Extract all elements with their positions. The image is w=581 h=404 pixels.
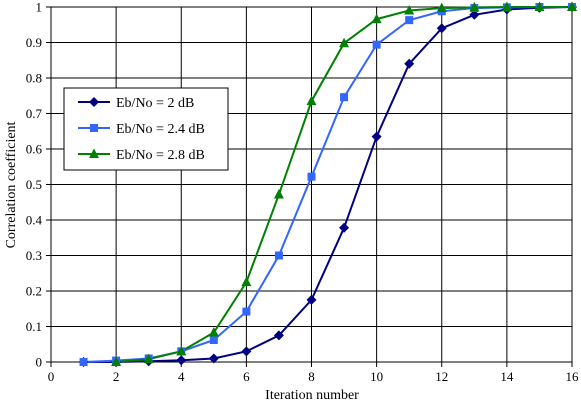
x-tick-label: 4 (178, 369, 185, 384)
series-1-point (273, 330, 284, 341)
series-1-point (306, 294, 317, 305)
series-2-point (340, 93, 349, 102)
y-axis-ticks: 0 0.1 0.2 0.3 0.4 0.5 0.6 0.7 0.8 0.9 1 (26, 0, 51, 370)
y-tick-label: 0.3 (26, 248, 42, 263)
series-2-point (405, 16, 414, 25)
x-tick-label: 10 (370, 369, 383, 384)
y-tick-label: 0.7 (26, 106, 43, 121)
legend-marker-1 (89, 97, 99, 107)
legend: Eb/No = 2 dB Eb/No = 2.4 dB Eb/No = 2.8 dB (63, 87, 229, 171)
series-3-point (436, 2, 447, 13)
series-2-point (209, 335, 218, 344)
series-line-1 (83, 6, 573, 363)
series-1-point (241, 346, 252, 357)
series-2-point (372, 40, 381, 49)
series-1-point (208, 353, 219, 364)
series-3-point (143, 353, 154, 364)
series-2-point (274, 251, 283, 260)
y-tick-label: 0.1 (26, 319, 42, 334)
x-tick-label: 14 (500, 369, 514, 384)
series-2-point (79, 358, 88, 366)
x-tick-label: 8 (308, 369, 315, 384)
legend-label-2: Eb/No = 2.4 dB (116, 122, 205, 137)
legend-marker-3 (89, 148, 99, 158)
series-3-point (567, 1, 577, 11)
series-1-point (176, 355, 187, 366)
legend-marker-2 (90, 124, 98, 132)
series-3-point (273, 188, 284, 199)
series-1-point (371, 131, 382, 142)
legend-label-1: Eb/No = 2 dB (116, 96, 194, 111)
x-tick-label: 16 (566, 369, 580, 384)
y-tick-label: 0.2 (26, 284, 42, 299)
x-tick-label: 2 (113, 369, 120, 384)
y-tick-label: 0 (36, 355, 43, 370)
y-tick-label: 0.6 (26, 142, 43, 157)
series-3-point (469, 1, 480, 12)
series-1-point (404, 58, 415, 69)
y-tick-label: 0.5 (26, 177, 42, 192)
series-3-point (111, 356, 122, 366)
series-markers (78, 1, 577, 367)
series-2-point (307, 172, 316, 181)
y-axis-title: Correlation coefficient (4, 121, 19, 248)
series-3-point (306, 95, 317, 106)
series-3-point (208, 327, 219, 337)
x-axis-ticks: 0 2 4 6 8 10 12 14 16 (48, 362, 579, 384)
series-1-point (469, 9, 480, 20)
grid-lines (50, 6, 573, 363)
x-axis-title: Iteration number (265, 388, 359, 403)
y-tick-label: 1 (36, 0, 43, 15)
series-2-point (242, 307, 251, 316)
y-tick-label: 0.4 (26, 213, 43, 228)
x-tick-label: 0 (48, 369, 55, 384)
series-3-point (501, 1, 512, 11)
x-tick-label: 12 (435, 369, 448, 384)
series-3-point (534, 1, 545, 11)
y-tick-label: 0.9 (26, 35, 42, 50)
y-tick-label: 0.8 (26, 71, 42, 86)
series-3-point (176, 345, 187, 356)
series-3-point (371, 13, 382, 24)
series-3-point (339, 37, 350, 48)
series-1-point (436, 23, 447, 34)
legend-label-3: Eb/No = 2.8 dB (116, 148, 205, 163)
series-3-point (241, 276, 252, 287)
series-3-point (404, 5, 415, 15)
series-1-point (339, 222, 350, 233)
x-tick-label: 6 (243, 369, 250, 384)
